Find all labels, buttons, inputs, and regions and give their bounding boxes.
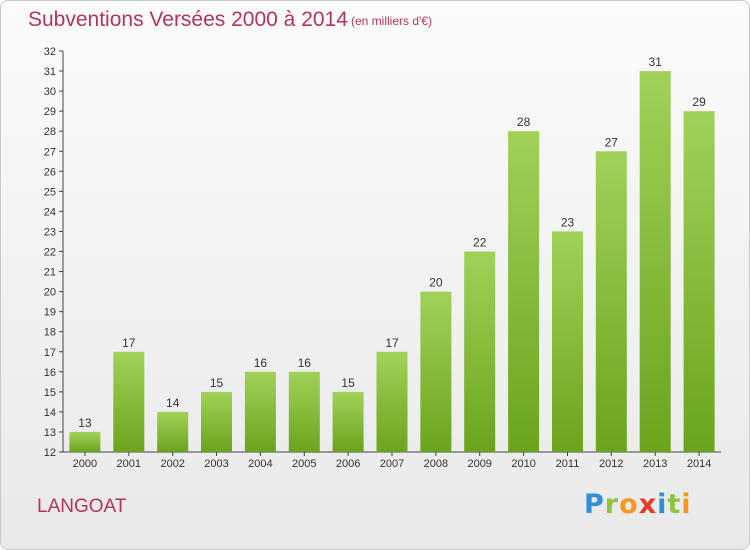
x-tick-label: 2011 <box>556 458 580 470</box>
bar-value-label: 22 <box>473 236 487 250</box>
y-tick-label: 15 <box>44 387 56 399</box>
x-tick-label: 2001 <box>117 458 141 470</box>
bar-value-label: 20 <box>429 276 443 290</box>
y-tick-label: 25 <box>44 186 56 198</box>
bar <box>332 391 364 452</box>
x-tick-label: 2008 <box>424 458 448 470</box>
bar-value-label: 17 <box>122 336 136 350</box>
y-tick-label: 28 <box>44 126 56 138</box>
x-tick-label: 2005 <box>292 458 316 470</box>
bar <box>244 371 276 452</box>
x-tick-label: 2007 <box>380 458 404 470</box>
bar-value-label: 16 <box>298 356 312 370</box>
bar <box>508 131 540 452</box>
y-tick-label: 30 <box>44 86 56 98</box>
bar-value-label: 28 <box>517 115 531 129</box>
y-tick-label: 27 <box>44 146 56 158</box>
y-tick-label: 16 <box>44 367 56 379</box>
bars <box>69 71 715 453</box>
chart-title: Subventions Versées 2000 à 2014 <box>28 8 348 31</box>
x-tick-label: 2000 <box>73 458 97 470</box>
bar <box>157 411 189 452</box>
bar <box>113 351 145 453</box>
data-labels: 13 17 14 15 16 16 15 17 20 22 28 23 27 31 29 <box>78 55 706 430</box>
bar-value-label: 29 <box>692 95 706 109</box>
bar-value-label: 27 <box>605 135 619 149</box>
x-tick-label: 2006 <box>336 458 360 470</box>
y-tick-label: 23 <box>44 226 56 238</box>
y-tick-label: 24 <box>44 206 56 218</box>
y-tick-label: 32 <box>44 46 56 58</box>
y-tick-label: 20 <box>44 287 56 299</box>
y-tick-label: 12 <box>44 447 56 459</box>
y-tick-label: 14 <box>44 407 56 419</box>
x-tick-label: 2010 <box>511 458 535 470</box>
chart-subtitle: (en milliers d'€) <box>351 14 432 28</box>
bar-value-label: 23 <box>561 215 575 229</box>
x-tick-label: 2014 <box>687 458 711 470</box>
proxiti-logo: Proxiti <box>584 489 692 520</box>
bar-value-label: 31 <box>649 55 663 69</box>
y-tick-label: 19 <box>44 307 56 319</box>
bar <box>595 151 627 453</box>
bar-value-label: 17 <box>385 336 399 350</box>
bar <box>420 291 452 452</box>
commune-name: LANGOAT <box>37 496 127 517</box>
x-tick-label: 2013 <box>643 458 667 470</box>
y-tick-label: 22 <box>44 247 56 259</box>
bar <box>639 71 671 452</box>
x-tick-label: 2004 <box>248 458 272 470</box>
bar <box>552 231 583 452</box>
bar <box>201 391 232 452</box>
bar-value-label: 15 <box>341 376 355 390</box>
bar <box>464 251 496 452</box>
bar-value-label: 15 <box>210 376 224 390</box>
bar-value-label: 14 <box>166 396 180 410</box>
x-tick-label: 2012 <box>599 458 623 470</box>
y-tick-label: 21 <box>44 267 56 279</box>
y-tick-label: 18 <box>44 327 56 339</box>
bar-value-label: 13 <box>78 416 92 430</box>
y-tick-label: 26 <box>44 166 56 178</box>
bar <box>288 371 320 452</box>
y-tick-label: 31 <box>44 66 56 78</box>
bar <box>69 431 101 452</box>
y-tick-label: 17 <box>44 347 56 359</box>
y-tick-label: 29 <box>44 106 56 118</box>
x-tick-label: 2003 <box>204 458 228 470</box>
bar <box>683 111 715 452</box>
x-tick-label: 2009 <box>467 458 491 470</box>
y-tick-label: 13 <box>44 427 56 439</box>
bar-value-label: 16 <box>254 356 268 370</box>
bar <box>376 351 408 453</box>
x-tick-label: 2002 <box>160 458 184 470</box>
